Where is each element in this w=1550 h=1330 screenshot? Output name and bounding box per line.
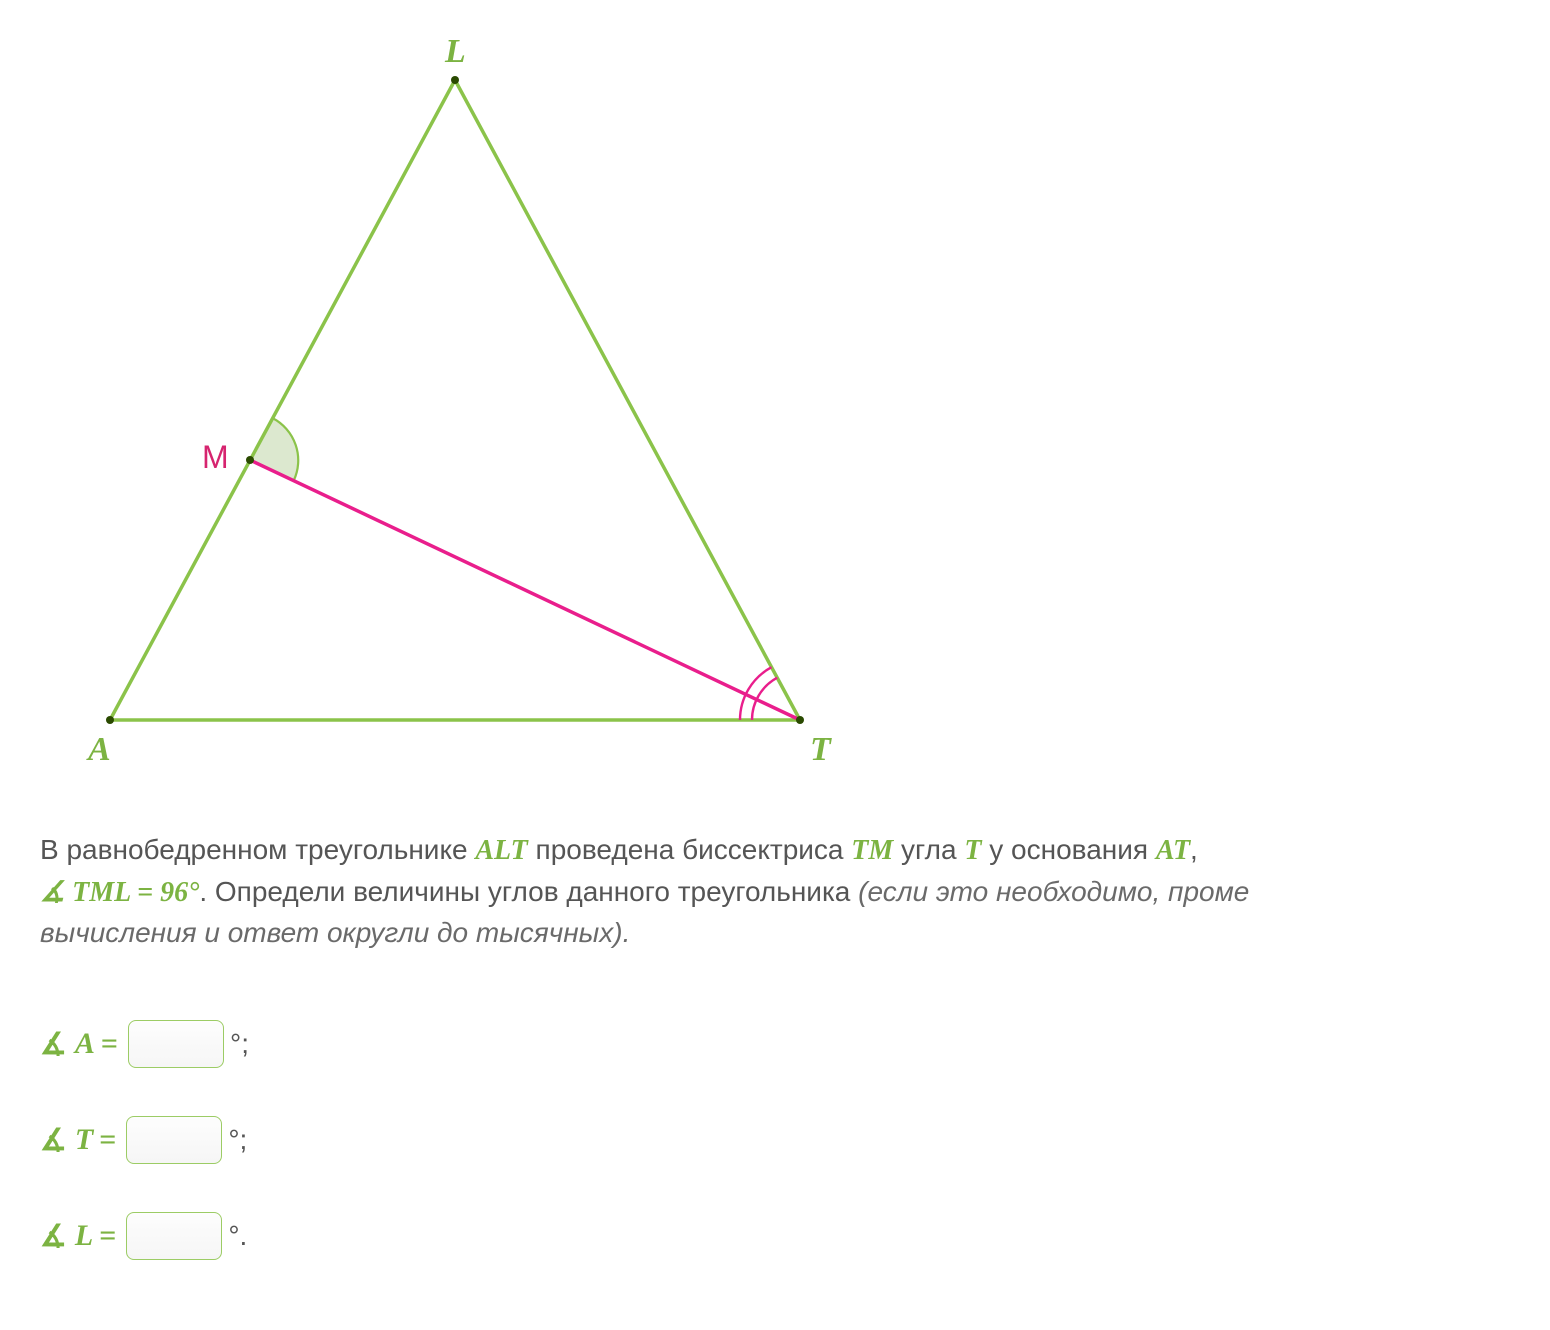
text-frag-2: проведена биссектриса: [528, 834, 852, 865]
input-angle-A[interactable]: [128, 1020, 224, 1068]
diagram-area: A T L M: [40, 20, 940, 800]
triangle-diagram: A T L M: [40, 20, 940, 800]
unit-T: °;: [228, 1124, 247, 1156]
side-TL: [455, 80, 800, 720]
eq-sign: =: [99, 1219, 116, 1253]
answer-var-L: L: [75, 1219, 93, 1253]
text-frag-1: В равнобедренном треугольнике: [40, 834, 475, 865]
answers-block: ∡ A = °; ∡ T = °; ∡ L = °.: [40, 1020, 249, 1308]
var-AT: AT: [1156, 835, 1190, 866]
angle-TML: TML = 96°: [72, 877, 199, 908]
angle-icon: ∡: [40, 1219, 67, 1254]
vertex-M-dot: [246, 456, 254, 464]
text-frag-6: . Определи величины углов данного треуго…: [199, 876, 858, 907]
eq-sign: =: [101, 1027, 118, 1061]
var-TM: TM: [851, 835, 893, 866]
label-M: M: [202, 439, 229, 475]
answer-row-T: ∡ T = °;: [40, 1116, 249, 1164]
text-frag-3: угла: [893, 834, 964, 865]
var-T: T: [964, 835, 981, 866]
vertex-T-dot: [796, 716, 804, 724]
label-A: A: [86, 731, 111, 768]
answer-var-T: T: [75, 1123, 93, 1157]
angle-prefix: ∡: [40, 877, 72, 908]
text-frag-4: у основания: [981, 834, 1155, 865]
angle-icon: ∡: [40, 1123, 67, 1158]
angle-icon: ∡: [40, 1027, 67, 1062]
var-ALT: ALT: [475, 835, 527, 866]
text-frag-7: (если это необходимо, проме: [858, 876, 1249, 907]
answer-row-L: ∡ L = °.: [40, 1212, 249, 1260]
input-angle-L[interactable]: [126, 1212, 222, 1260]
angle-arc-T-inner: [752, 678, 777, 720]
label-L: L: [444, 33, 466, 70]
side-AL: [110, 80, 455, 720]
problem-text: В равнобедренном треугольнике ALT провед…: [40, 830, 1520, 954]
label-T: T: [810, 731, 832, 768]
unit-A: °;: [230, 1028, 249, 1060]
answer-row-A: ∡ A = °;: [40, 1020, 249, 1068]
text-frag-5: ,: [1190, 834, 1198, 865]
page-root: A T L M В равнобедренном треугольнике AL…: [0, 0, 1550, 1330]
answer-var-A: A: [75, 1027, 95, 1061]
unit-L: °.: [228, 1220, 247, 1252]
eq-sign: =: [99, 1123, 116, 1157]
bisector-TM: [250, 460, 800, 720]
text-frag-8: вычисления и ответ округли до тысячных).: [40, 917, 630, 948]
vertex-L-dot: [451, 76, 459, 84]
input-angle-T[interactable]: [126, 1116, 222, 1164]
vertex-A-dot: [106, 716, 114, 724]
